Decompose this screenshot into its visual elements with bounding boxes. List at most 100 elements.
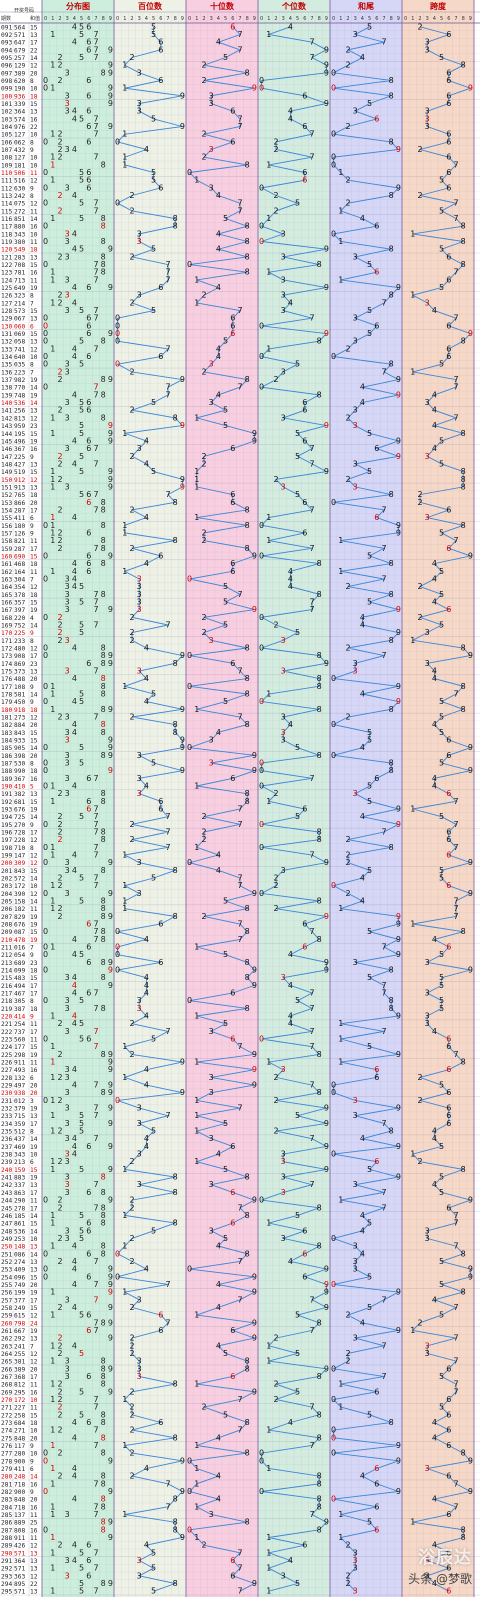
trend-mark: 5 — [151, 1127, 156, 1136]
sum-cell: 10 — [30, 1152, 38, 1159]
sum-cell: 14 — [30, 385, 38, 392]
sum-cell: 3 — [30, 1098, 34, 1105]
trend-mark: 8 — [317, 390, 322, 399]
period-cell: 197 — [1, 837, 12, 844]
dist-mark: 4 — [72, 245, 77, 254]
trend-mark: 5 — [367, 797, 372, 806]
trend-mark: 4 — [360, 1249, 365, 1258]
dist-mark: 7 — [93, 828, 98, 837]
winning-number-cell: 469 — [14, 1144, 25, 1151]
dist-mark: 5 — [79, 1226, 84, 1235]
dist-mark: 8 — [101, 375, 106, 384]
period-cell: 126 — [1, 293, 12, 300]
sum-cell: 19 — [30, 1290, 38, 1297]
sum-cell: 16 — [30, 1067, 38, 1074]
dist-mark: 5 — [79, 996, 84, 1005]
sum-cell: 12 — [30, 415, 38, 422]
trend-mark: 1 — [266, 1219, 271, 1228]
period-cell: 146 — [1, 446, 12, 453]
trend-mark: 0 — [259, 76, 264, 85]
trend-mark: 8 — [173, 498, 178, 507]
dist-mark: 5 — [79, 306, 84, 315]
trend-mark: 0 — [259, 766, 264, 775]
trend-mark: 3 — [137, 1180, 142, 1189]
sum-cell: 19 — [30, 807, 38, 814]
dist-mark: 2 — [57, 1234, 62, 1243]
dist-mark: 6 — [86, 329, 91, 338]
digit-header-sumtail-2: 2 — [346, 16, 349, 22]
dist-mark: 9 — [108, 1533, 113, 1542]
trend-mark: 6 — [230, 1142, 235, 1151]
digit-header-units-1: 1 — [267, 16, 270, 22]
dist-mark: 6 — [86, 183, 91, 192]
trend-mark: 7 — [237, 383, 242, 392]
period-cell: 192 — [1, 799, 12, 806]
winning-number-cell: 067 — [14, 316, 25, 323]
trend-mark: 6 — [302, 498, 307, 507]
winning-number-cell: 158 — [14, 899, 25, 906]
trend-mark: 6 — [446, 68, 451, 77]
dist-mark: 5 — [79, 1165, 84, 1174]
section-title-dist: 分布图 — [66, 1, 90, 11]
trend-mark: 5 — [223, 53, 228, 62]
winning-number-cell: 190 — [14, 86, 25, 93]
period-cell: 218 — [1, 998, 12, 1005]
sum-cell: 11 — [30, 239, 38, 246]
dist-mark: 2 — [57, 298, 62, 307]
period-cell: 198 — [1, 845, 12, 852]
trend-mark: 6 — [446, 505, 451, 514]
trend-mark: 1 — [194, 1096, 199, 1105]
trend-mark: 2 — [273, 1380, 278, 1389]
dist-mark: 2 — [57, 475, 62, 484]
dist-mark: 0 — [43, 84, 48, 93]
trend-mark: 8 — [389, 705, 394, 714]
trend-mark: 6 — [446, 1410, 451, 1419]
trend-mark: 1 — [194, 1127, 199, 1136]
period-cell: 277 — [1, 1451, 12, 1458]
dist-mark: 1 — [50, 1111, 55, 1120]
dist-mark: 0 — [43, 168, 48, 177]
trend-mark: 7 — [453, 413, 458, 422]
digit-header-sumtail-7: 7 — [382, 16, 385, 22]
winning-number-cell: 060 — [14, 323, 25, 330]
trend-mark: 2 — [129, 544, 134, 553]
dist-mark: 8 — [101, 1004, 106, 1013]
sum-cell: 23 — [30, 960, 38, 967]
trend-mark: 5 — [223, 582, 228, 591]
sum-cell: 9 — [30, 454, 34, 461]
section-title-sumtail: 和尾 — [358, 1, 374, 11]
trend-mark: 3 — [353, 1265, 358, 1274]
dist-mark: 9 — [108, 375, 113, 384]
dist-mark: 4 — [72, 38, 77, 47]
trend-mark: 9 — [252, 1081, 257, 1090]
dist-mark: 3 — [65, 1510, 70, 1519]
dist-mark: 7 — [93, 206, 98, 215]
trend-mark: 2 — [417, 1157, 422, 1166]
period-cell: 272 — [1, 1412, 12, 1419]
sum-cell: 19 — [30, 1144, 38, 1151]
trend-mark: 7 — [381, 38, 386, 47]
dist-mark: 4 — [72, 950, 77, 959]
trend-mark: 5 — [439, 812, 444, 821]
period-cell: 166 — [1, 599, 12, 606]
dist-mark: 2 — [57, 191, 62, 200]
trend-mark: 8 — [245, 973, 250, 982]
dist-mark: 8 — [101, 751, 106, 760]
dist-mark: 5 — [79, 1387, 84, 1396]
digit-header-hundreds-1: 1 — [123, 16, 126, 22]
sum-cell: 11 — [30, 1021, 38, 1028]
dist-mark: 6 — [86, 774, 91, 783]
dist-mark: 7 — [93, 1042, 98, 1051]
digit-header-sumtail-9: 9 — [397, 16, 400, 22]
winning-number-cell: 287 — [14, 546, 25, 553]
trend-mark: 2 — [129, 298, 134, 307]
trend-mark: 9 — [468, 1487, 473, 1496]
period-cell: 219 — [1, 1006, 12, 1013]
period-cell: 170 — [1, 630, 12, 637]
period-cell: 104 — [1, 124, 12, 131]
trend-mark: 6 — [374, 1073, 379, 1082]
sum-cell: 12 — [30, 645, 38, 652]
period-cell: 176 — [1, 676, 12, 683]
winning-number-cell: 913 — [14, 484, 25, 491]
